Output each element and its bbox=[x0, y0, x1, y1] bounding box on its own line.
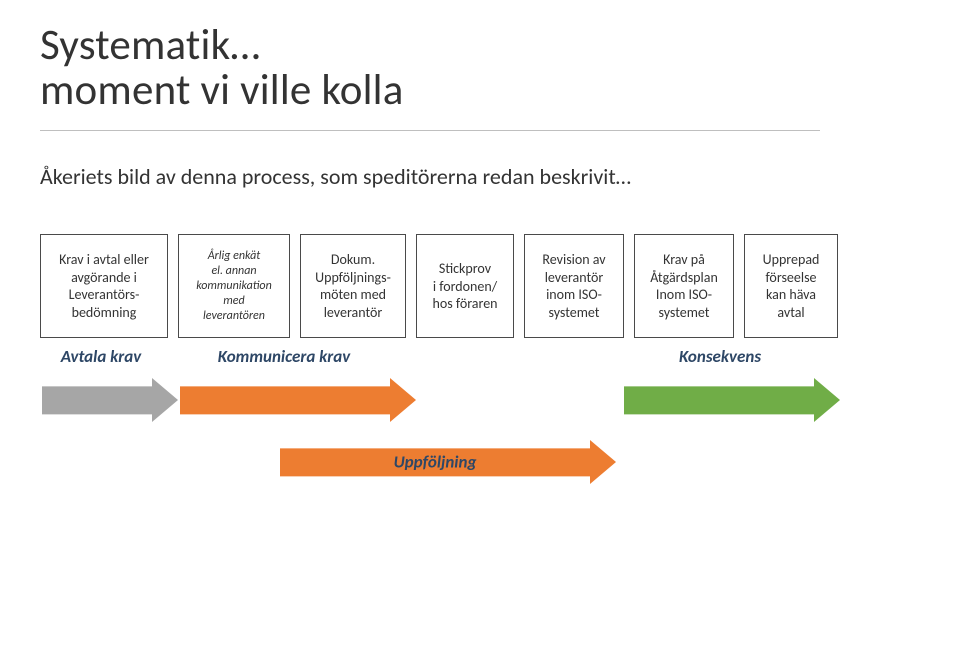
arrow-caption-3: Konsekvens bbox=[640, 346, 800, 367]
arrow-head bbox=[390, 378, 416, 422]
arrow-head bbox=[590, 440, 616, 484]
process-box-text: Upprepadförseelsekan hävaavtal bbox=[763, 251, 820, 321]
title-line-2: moment vi ville kolla bbox=[40, 67, 920, 112]
title-line-1: Systematik… bbox=[40, 22, 920, 67]
arrow-caption-1: Avtala krav bbox=[36, 346, 166, 367]
title-block: Systematik… moment vi ville kolla bbox=[40, 22, 920, 112]
arrow-shaft bbox=[180, 387, 390, 414]
process-box-7: Upprepadförseelsekan hävaavtal bbox=[744, 234, 838, 338]
arrow-shaft bbox=[624, 387, 814, 414]
process-box-text: Krav påÅtgärdsplanInom ISO-systemet bbox=[650, 251, 718, 321]
process-box-6: Krav påÅtgärdsplanInom ISO-systemet bbox=[634, 234, 734, 338]
title-rule bbox=[40, 130, 820, 131]
arrow-shaft bbox=[42, 387, 152, 414]
process-box-1: Krav i avtal elleravgörande iLeverantörs… bbox=[40, 234, 168, 338]
process-box-5: Revision avleverantörinom ISO-systemet bbox=[524, 234, 624, 338]
process-box-text: Årlig enkätel. annankommunikationmedleve… bbox=[196, 249, 272, 324]
arrow-head bbox=[814, 378, 840, 422]
arrows-row: Avtala kravKommunicera kravKonsekvensUpp… bbox=[40, 378, 920, 538]
arrow-head bbox=[152, 378, 178, 422]
process-box-3: Dokum.Uppföljnings-möten medleverantör bbox=[300, 234, 406, 338]
process-box-text: Krav i avtal elleravgörande iLeverantörs… bbox=[59, 251, 149, 321]
process-box-4: Stickprovi fordonen/hos föraren bbox=[416, 234, 514, 338]
process-boxes-row: Krav i avtal elleravgörande iLeverantörs… bbox=[40, 234, 920, 338]
intro-text: Åkeriets bild av denna process, som sped… bbox=[40, 163, 920, 190]
process-box-text: Dokum.Uppföljnings-möten medleverantör bbox=[315, 251, 391, 321]
process-box-text: Stickprovi fordonen/hos föraren bbox=[432, 260, 497, 313]
arrow-caption-2: Kommunicera krav bbox=[174, 346, 394, 367]
process-box-2: Årlig enkätel. annankommunikationmedleve… bbox=[178, 234, 290, 338]
arrow-shaft: Uppföljning bbox=[280, 449, 590, 476]
slide: Systematik… moment vi ville kolla Åkerie… bbox=[0, 0, 960, 653]
process-box-text: Revision avleverantörinom ISO-systemet bbox=[542, 251, 605, 321]
